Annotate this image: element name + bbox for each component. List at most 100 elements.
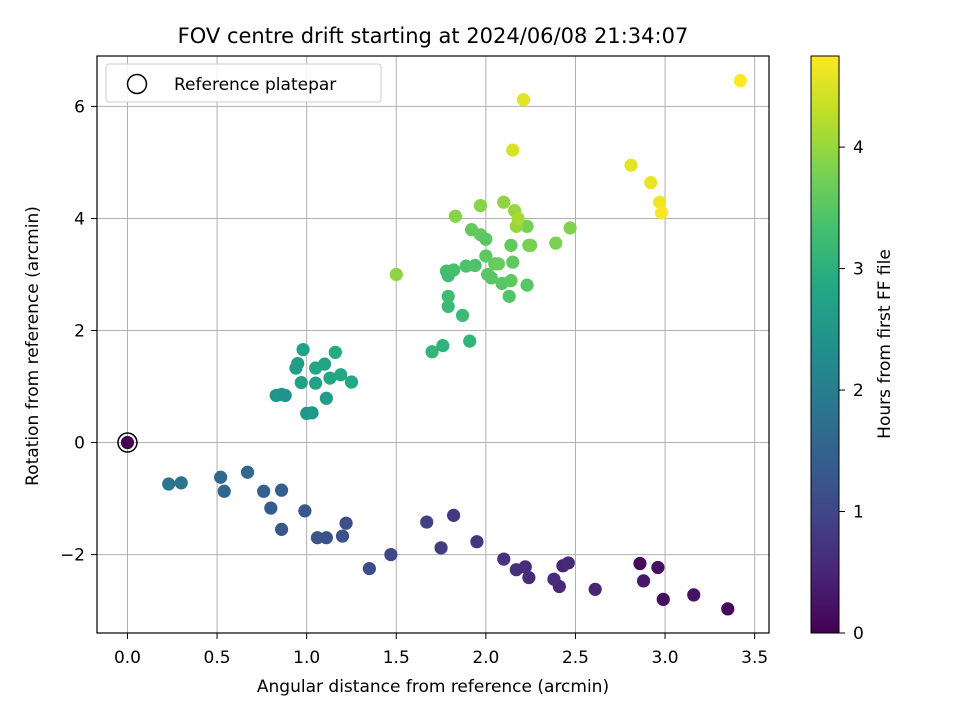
data-point <box>687 588 701 602</box>
data-point <box>561 556 575 570</box>
data-point <box>441 299 455 314</box>
data-point <box>468 258 482 273</box>
x-axis-label: Angular distance from reference (arcmin) <box>257 677 609 697</box>
data-point <box>721 602 735 616</box>
data-point <box>504 274 518 288</box>
data-point <box>434 541 448 555</box>
plot-frame <box>96 55 770 634</box>
data-point <box>319 391 333 405</box>
colorbar-ticks: 0 1 2 3 4 <box>839 138 864 644</box>
y-tick-label: 6 <box>74 97 85 117</box>
chart-title: FOV centre drift starting at 2024/06/08 … <box>178 24 689 48</box>
y-tick-label: −2 <box>60 546 85 566</box>
data-point <box>549 236 563 250</box>
data-point <box>470 535 484 549</box>
data-point <box>384 547 398 562</box>
data-point <box>497 552 511 566</box>
data-point <box>335 529 350 543</box>
data-point <box>636 574 651 588</box>
data-point <box>502 289 516 303</box>
grid <box>97 56 769 633</box>
data-point <box>174 476 188 490</box>
data-point <box>214 470 228 484</box>
data-point <box>305 406 319 420</box>
data-point <box>310 531 325 545</box>
data-point <box>506 143 520 157</box>
y-tick-label: 2 <box>74 321 85 341</box>
y-axis-label: Rotation from reference (arcmin) <box>23 206 43 486</box>
data-point <box>162 477 176 491</box>
data-point <box>264 501 278 515</box>
data-point <box>217 484 231 498</box>
data-point <box>389 267 403 282</box>
x-tick-label: 2.0 <box>472 648 499 668</box>
data-point <box>547 572 561 586</box>
data-point <box>328 345 342 359</box>
data-point <box>240 465 255 479</box>
colorbar-gradient <box>811 56 839 633</box>
data-point <box>479 249 493 263</box>
y-tick-label: 0 <box>74 434 85 454</box>
data-point <box>362 561 376 576</box>
colorbar: 0 1 2 3 4 Hours from first FF file <box>810 55 895 644</box>
data-point <box>511 211 525 226</box>
data-point <box>516 93 531 107</box>
legend-reference-marker <box>126 73 148 95</box>
y-axis: −2 0 2 4 6 <box>60 97 97 566</box>
data-point <box>436 339 450 353</box>
colorbar-frame <box>810 55 840 634</box>
data-point <box>518 560 532 574</box>
data-point <box>339 516 353 530</box>
data-point <box>447 508 461 522</box>
data-point <box>257 484 271 498</box>
data-point <box>653 195 667 209</box>
scatter-points <box>117 74 747 616</box>
colorbar-tick-label: 1 <box>853 503 864 523</box>
data-point <box>563 221 577 235</box>
data-point <box>274 483 289 497</box>
data-point <box>309 376 323 390</box>
data-point <box>425 345 439 359</box>
colorbar-tick-label: 0 <box>853 624 864 644</box>
data-point <box>497 195 511 209</box>
colorbar-tick-label: 2 <box>853 381 864 401</box>
x-tick-label: 0.5 <box>204 648 231 668</box>
data-point <box>520 278 534 292</box>
x-axis: 0.0 0.5 1.0 1.5 2.0 2.5 3.0 3.5 <box>114 633 768 668</box>
data-point <box>733 74 747 88</box>
x-tick-label: 0.0 <box>114 648 141 668</box>
data-point <box>654 206 669 220</box>
data-point <box>447 263 461 277</box>
data-point <box>334 368 348 382</box>
colorbar-tick-label: 3 <box>853 260 864 280</box>
data-point <box>524 238 538 252</box>
data-point <box>291 356 305 371</box>
data-point <box>278 388 292 403</box>
data-point <box>588 582 602 596</box>
reference-ring <box>117 432 138 453</box>
legend-entry-reference: Reference platepar <box>174 75 336 95</box>
x-tick-label: 3.5 <box>741 648 768 668</box>
data-point <box>323 371 337 385</box>
y-tick-label: 4 <box>74 209 85 229</box>
legend-box <box>105 63 382 103</box>
data-point <box>317 357 332 371</box>
data-point <box>294 375 308 390</box>
data-point <box>504 238 518 252</box>
reference-point <box>120 435 135 450</box>
data-point <box>484 271 498 285</box>
data-point <box>420 515 434 529</box>
colorbar-tick-label: 4 <box>853 138 864 158</box>
data-point <box>491 257 506 271</box>
data-point <box>656 592 670 606</box>
x-tick-label: 3.0 <box>652 648 679 668</box>
data-point <box>296 342 310 357</box>
data-point <box>455 308 470 322</box>
data-point <box>624 158 638 172</box>
legend: Reference platepar <box>105 63 382 103</box>
data-point <box>520 219 534 233</box>
data-point <box>479 232 493 246</box>
data-point <box>448 209 462 223</box>
data-point <box>274 522 289 536</box>
